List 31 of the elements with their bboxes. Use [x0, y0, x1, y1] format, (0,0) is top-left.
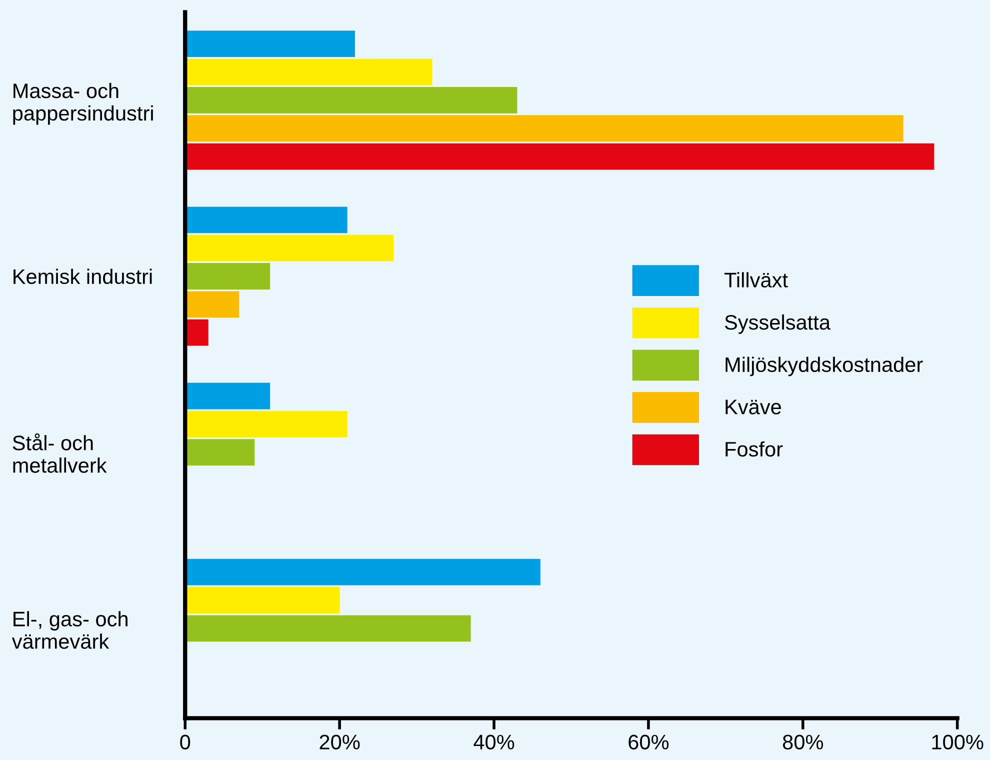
x-tick-label: 80%: [782, 734, 823, 750]
legend-label: Sysselsatta: [724, 314, 831, 334]
y-tick-label: Kemisk industri: [14, 268, 152, 284]
bar: [185, 115, 904, 142]
x-tick-label: 40%: [474, 734, 514, 750]
bar: [185, 291, 240, 318]
legend-label: Tillväxt: [724, 272, 788, 288]
x-tick-label: 100%: [932, 734, 984, 750]
bar: [185, 615, 471, 642]
bar: [185, 234, 394, 262]
y-tick-label: El-, gas- och värmevärk: [12, 611, 128, 649]
bar: [185, 558, 540, 586]
bar: [185, 587, 340, 614]
legend-label: Kväve: [726, 400, 781, 414]
legend-label: Miljöskyddskostnader: [726, 356, 923, 376]
bar: [185, 206, 348, 234]
y-tick-label: Stål- och metallverk: [12, 433, 107, 473]
bar: [185, 263, 270, 290]
legend-label: Fosfor: [726, 441, 783, 457]
bar: [185, 439, 255, 466]
x-tick-label: 60%: [628, 734, 669, 750]
bar: [185, 86, 518, 114]
bar: [185, 58, 432, 86]
bar: [185, 410, 348, 438]
bar: [185, 319, 208, 346]
bar: [185, 382, 270, 410]
x-tick-label: 0: [180, 734, 190, 750]
bar: [185, 30, 356, 58]
y-tick-label: Massa- och pappersindustri: [13, 82, 153, 125]
x-tick-label: 20%: [320, 734, 360, 750]
bar: [185, 143, 934, 170]
